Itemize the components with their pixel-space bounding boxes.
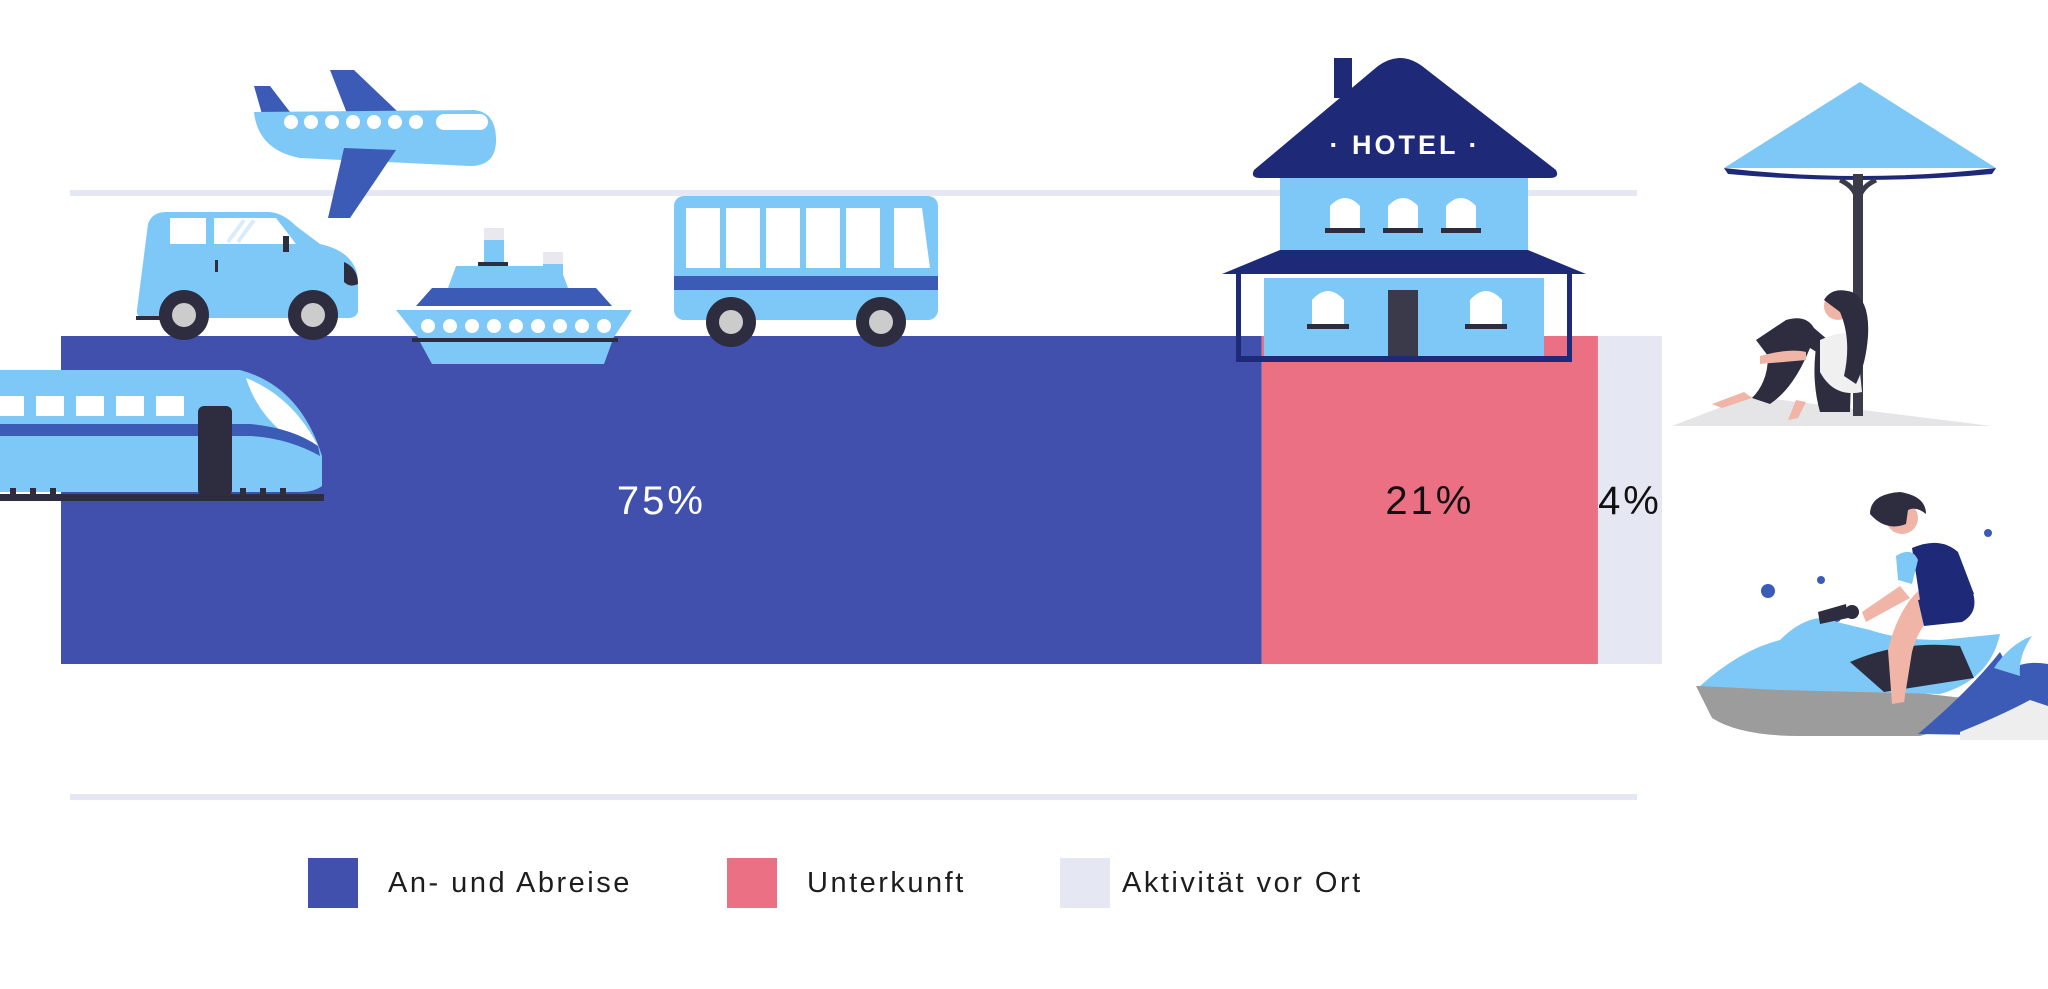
- hotel-icon: · HOTEL ·: [1222, 58, 1586, 362]
- legend-item-unterkunft: Unterkunft: [727, 858, 966, 908]
- data-label-1: 21%: [1385, 479, 1474, 523]
- car-icon: [136, 212, 358, 340]
- legend-item-aktivitaet-vor-ort: Aktivität vor Ort: [1060, 858, 1363, 908]
- data-label-0: 75%: [617, 479, 706, 523]
- airplane-icon: [254, 70, 496, 218]
- jetski-icon: [1696, 492, 2048, 740]
- bar-segment-2: [1597, 336, 1662, 664]
- legend-item-an-und-abreise: An- und Abreise: [308, 858, 632, 908]
- bar-segment-1: [1261, 336, 1598, 664]
- legend-label: An- und Abreise: [388, 866, 632, 899]
- train-icon: [0, 370, 324, 501]
- legend-swatch: [1060, 858, 1110, 908]
- bus-icon: [674, 196, 938, 347]
- ship-icon: [396, 228, 632, 364]
- beach-umbrella-icon: [1672, 82, 1996, 426]
- legend-swatch: [727, 858, 777, 908]
- data-label-2: 4%: [1598, 479, 1662, 523]
- legend-swatch: [308, 858, 358, 908]
- legend-label: Unterkunft: [807, 866, 966, 899]
- hotel-sign-text: · HOTEL ·: [1330, 130, 1481, 160]
- legend-label: Aktivität vor Ort: [1122, 866, 1363, 899]
